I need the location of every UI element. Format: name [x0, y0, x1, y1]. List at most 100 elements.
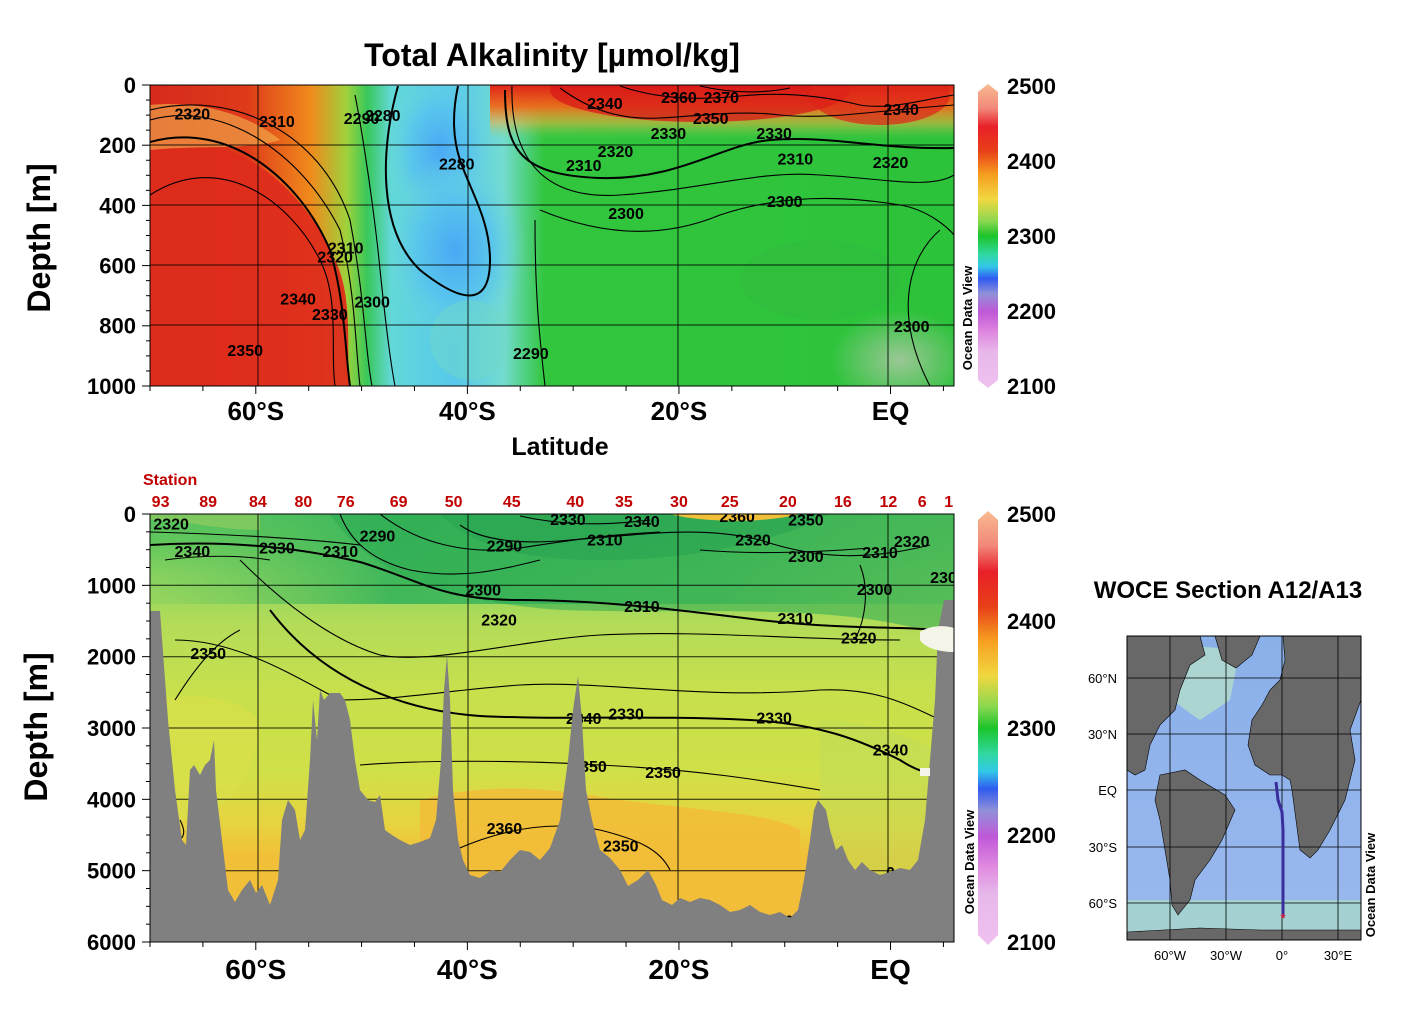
- contour-label: 2360: [719, 509, 755, 526]
- y-tick-label: 2000: [87, 645, 136, 670]
- colorbar-tick-label: 2400: [1007, 609, 1056, 634]
- top-grid: [150, 85, 954, 386]
- odv-watermark-bottom: Ocean Data View: [962, 809, 977, 914]
- y-tick-label: 600: [99, 254, 136, 279]
- station-title: Station: [143, 472, 197, 489]
- contour-label: 2320: [481, 613, 517, 630]
- x-tick-label: EQ: [872, 396, 910, 426]
- x-tick-label: 20°S: [648, 954, 709, 985]
- station-label: 6: [918, 494, 927, 511]
- bottom-y-axis: 0 1000 2000 3000 4000 5000 6000: [87, 502, 150, 955]
- cruise-track: [1274, 781, 1285, 918]
- y-tick-label: 800: [99, 314, 136, 339]
- contour-label: 2320: [841, 630, 877, 647]
- colorbar-tick-label: 2300: [1007, 224, 1056, 249]
- station-label: 25: [721, 494, 739, 511]
- map-graticule: [1127, 636, 1361, 940]
- station-label: 1: [944, 494, 953, 511]
- contour-label: 2320: [598, 144, 634, 161]
- top-contours: [150, 85, 954, 386]
- contour-label: 230: [930, 570, 957, 587]
- contour-label: 2310: [259, 114, 295, 131]
- map-south-america: [1154, 769, 1236, 916]
- bottom-colorbar: 2100 2200 2300 2400 2500 Ocean Data View: [962, 502, 1056, 955]
- contour-label: 2290: [344, 111, 380, 128]
- colorbar-tick-label: 2300: [1007, 716, 1056, 741]
- contour-label: 2300: [894, 319, 930, 336]
- station-label: 76: [337, 494, 355, 511]
- colorbar-tick-label: 2200: [1007, 299, 1056, 324]
- contour-label: 2310: [862, 545, 898, 562]
- contour-label: 2340: [280, 292, 316, 309]
- contour-label: 2330: [259, 541, 295, 558]
- top-x-axis-label: Latitude: [511, 433, 608, 461]
- contour-label: 2350: [645, 765, 681, 782]
- contour-label: 2360: [487, 821, 523, 838]
- top-y-axis: 0 200 400 600 800 1000: [87, 73, 150, 399]
- map-title: WOCE Section A12/A13: [1094, 577, 1363, 604]
- y-tick-label: 0: [124, 502, 136, 527]
- contour-label: 2300: [788, 549, 824, 566]
- contour-label: 2300: [767, 194, 803, 211]
- map-lon-label: 30°W: [1210, 948, 1243, 963]
- contour-label: 2330: [550, 512, 586, 529]
- contour-label: 2310: [566, 158, 602, 175]
- contour-label: 2330: [756, 710, 792, 727]
- odv-watermark-map: Ocean Data View: [1363, 832, 1378, 937]
- seafloor-topography: [150, 600, 954, 942]
- station-label: 89: [199, 494, 217, 511]
- colorbar-tick-label: 2400: [1007, 149, 1056, 174]
- contour-label: 2300: [857, 582, 893, 599]
- contour-label: 2350: [227, 343, 263, 360]
- y-tick-label: 200: [99, 133, 136, 158]
- contour-label: 2350: [788, 513, 824, 530]
- contour-label: 2360: [661, 90, 697, 107]
- contour-label: 2330: [312, 307, 348, 324]
- y-tick-label: 400: [99, 193, 136, 218]
- section-map: WOCE Section A12/A13: [1088, 577, 1378, 963]
- station-label: 12: [880, 494, 898, 511]
- contour-label: 2290: [360, 528, 396, 545]
- contour-label: 2300: [465, 583, 501, 600]
- contour-label: 2340: [566, 711, 602, 728]
- colorbar-tick-label: 2100: [1007, 930, 1056, 955]
- contour-label: 2350: [603, 839, 639, 856]
- x-tick-label: 20°S: [651, 396, 708, 426]
- contour-label: 2340: [624, 514, 660, 531]
- x-tick-label: 60°S: [227, 396, 284, 426]
- contour-label: 2340: [175, 544, 211, 561]
- contour-label: 2320: [873, 155, 909, 172]
- contour-label: 2350: [190, 646, 226, 663]
- track-start-marker: *: [1280, 910, 1286, 926]
- map-lon-label: 30°E: [1324, 948, 1353, 963]
- contour-label: 2320: [894, 534, 930, 551]
- contour-label: 2280: [365, 108, 401, 125]
- x-tick-label: 40°S: [439, 396, 496, 426]
- station-label: 45: [503, 494, 521, 511]
- contour-label: 2300: [608, 206, 644, 223]
- top-colorbar: 2100 2200 2300 2400 2500 Ocean Data View: [960, 74, 1056, 399]
- station-label: 35: [615, 494, 633, 511]
- contour-label: 2290: [487, 538, 523, 555]
- odv-watermark-top: Ocean Data View: [960, 265, 975, 370]
- map-axis-labels: 60°N 30°N EQ 30°S 60°S 60°W 30°W 0° 30°E: [1088, 671, 1353, 963]
- map-north-america: [1127, 636, 1206, 776]
- contour-label: 2340: [587, 96, 623, 113]
- y-tick-label: 1000: [87, 374, 136, 399]
- top-section-plot: Total Alkalinity [µmol/kg]: [21, 37, 1056, 461]
- map-frame: [1126, 635, 1362, 941]
- colorbar-tick-label: 2100: [1007, 374, 1056, 399]
- contour-label: 2330: [651, 126, 687, 143]
- map-lat-label: 60°S: [1089, 896, 1118, 911]
- station-label: 84: [249, 494, 267, 511]
- bottom-x-axis: 60°S 40°S 20°S EQ: [149, 942, 944, 985]
- contour-label: 2310: [323, 544, 359, 561]
- x-tick-label: EQ: [870, 954, 910, 985]
- contour-label: 2300: [354, 295, 390, 312]
- map-lat-label: 30°N: [1088, 727, 1117, 742]
- map-lat-label: 60°N: [1088, 671, 1117, 686]
